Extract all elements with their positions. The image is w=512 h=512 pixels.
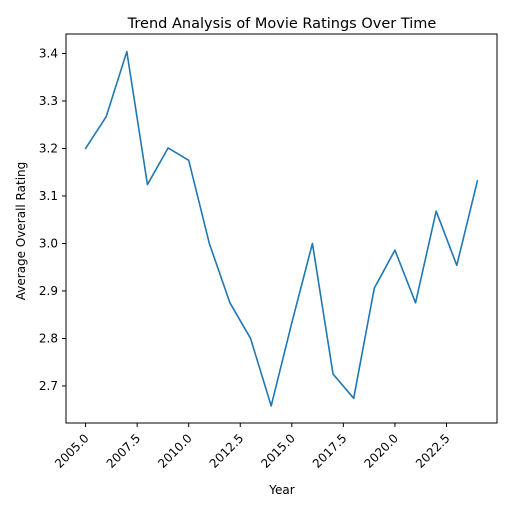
plot-area <box>84 50 479 407</box>
y-tick-label: 3.0 <box>39 236 58 250</box>
y-tick-label: 2.7 <box>39 379 58 393</box>
chart-title: Trend Analysis of Movie Ratings Over Tim… <box>127 16 437 32</box>
y-tick-label: 3.1 <box>39 189 58 203</box>
x-axis-label: Year <box>268 483 294 497</box>
y-tick-label: 3.4 <box>39 46 58 60</box>
series-line <box>84 50 479 407</box>
y-axis-label: Average Overall Rating <box>14 162 28 300</box>
y-tick-label: 2.9 <box>39 284 58 298</box>
plot-frame <box>65 33 498 424</box>
y-axis: 2.7 2.8 2.9 3.0 3.1 3.2 3.3 3.4 <box>39 46 66 393</box>
y-tick-label: 3.2 <box>39 141 58 155</box>
y-tick-label: 2.8 <box>39 331 58 345</box>
y-tick-label: 3.3 <box>39 94 58 108</box>
